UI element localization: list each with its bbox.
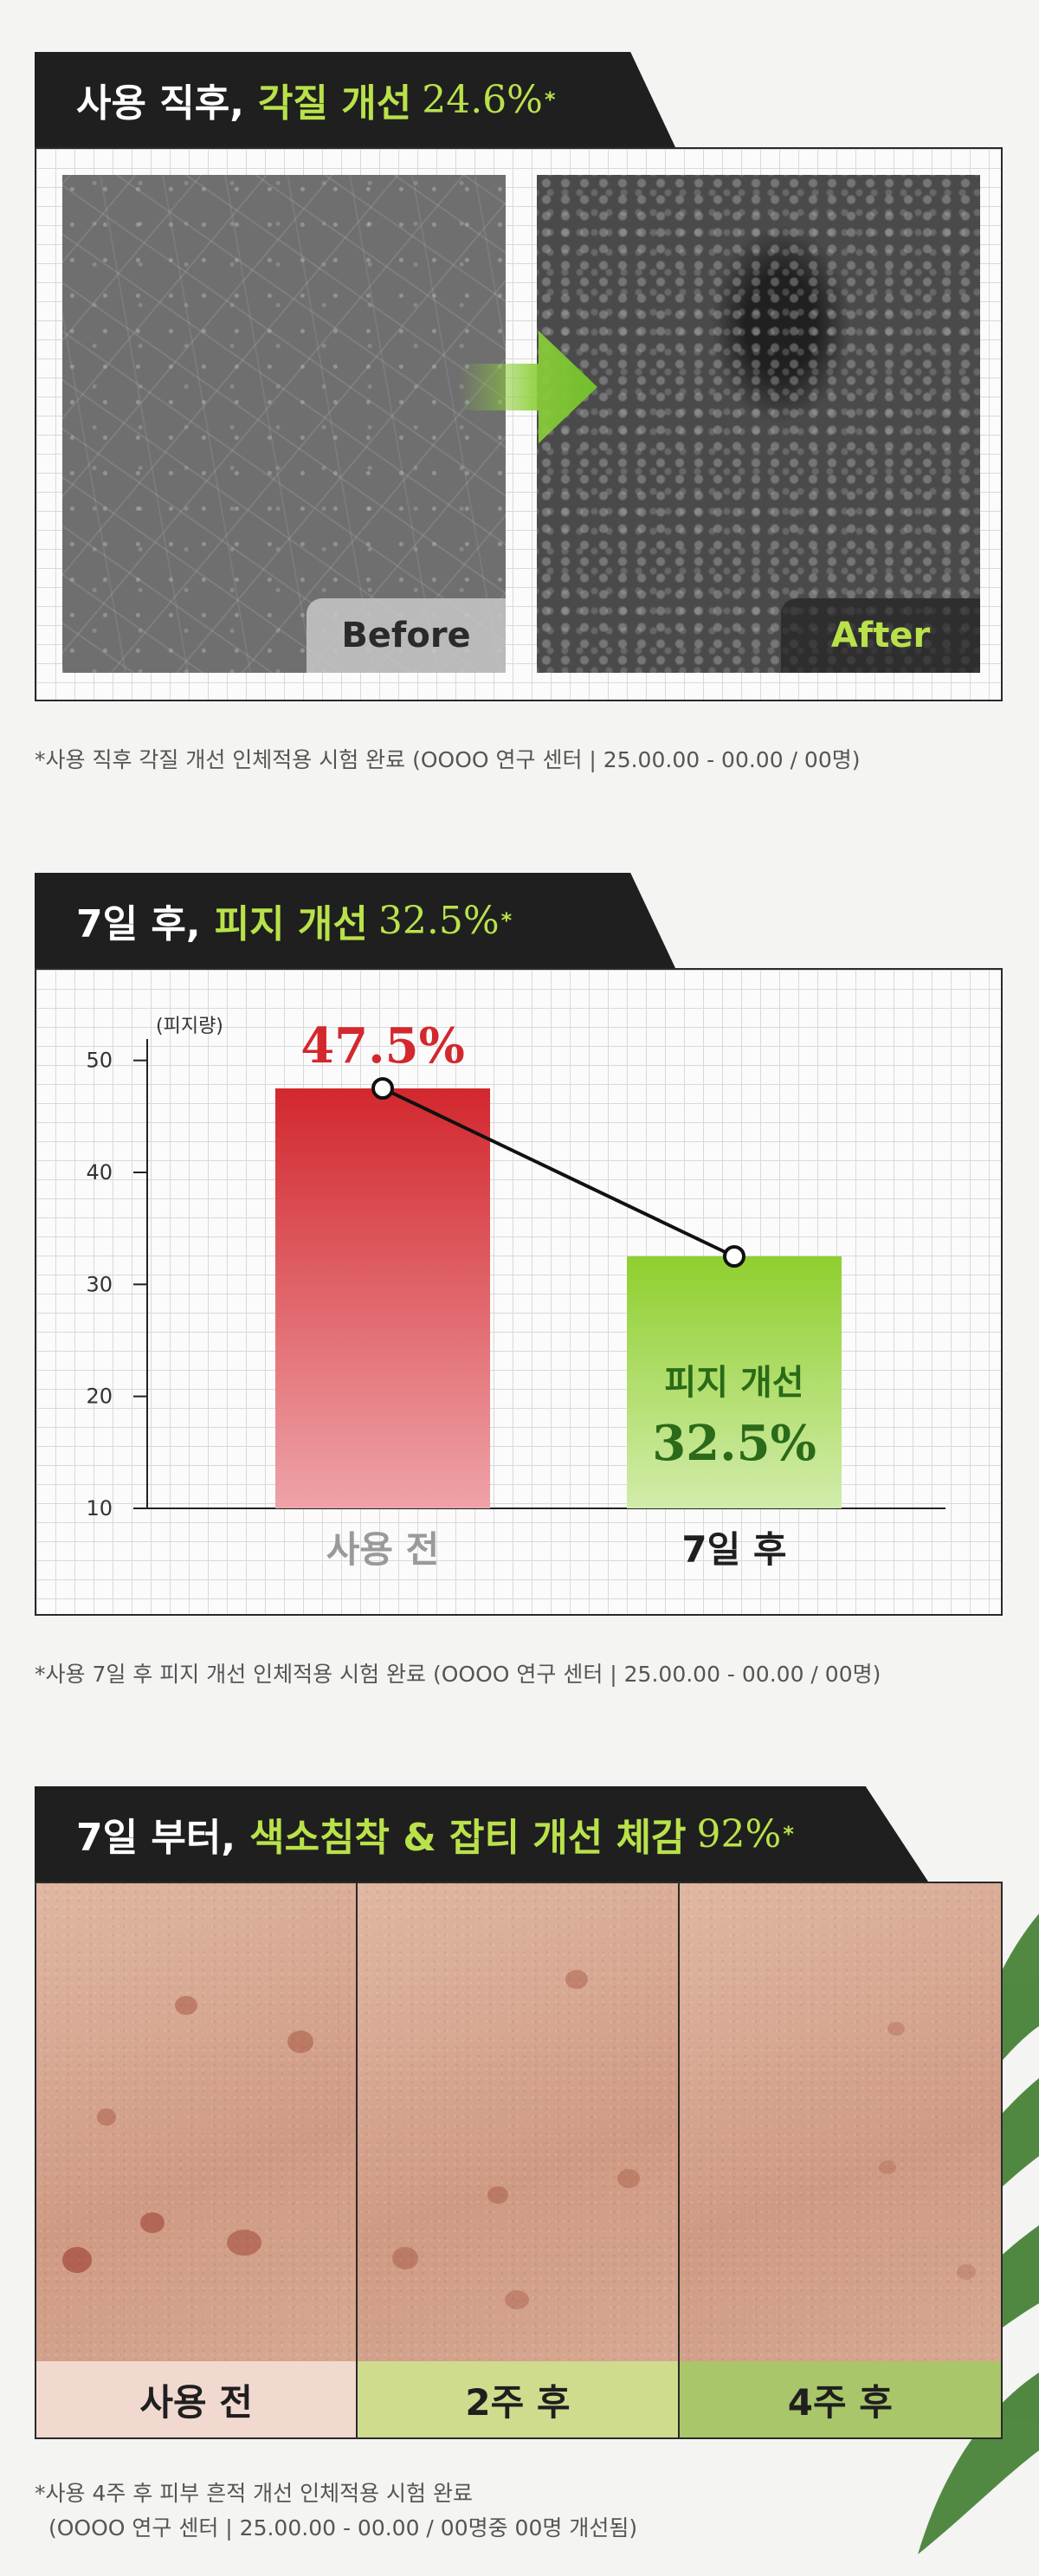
bar-2 xyxy=(627,1256,842,1508)
section1-title-prefix: 사용 직후, xyxy=(76,81,244,126)
section3-title: 7일 부터, 색소침착 & 잡티 개선 체감 92% * xyxy=(35,1786,928,1882)
connector-line xyxy=(382,1087,735,1258)
section3-footnote-line1: *사용 4주 후 피부 흔적 개선 인체적용 시험 완료 xyxy=(35,2481,473,2506)
skin-panel-2weeks: 2주 후 xyxy=(358,1883,680,2437)
section3-title-number: 92% xyxy=(696,1811,782,1856)
skin-photo-before xyxy=(36,1883,357,2361)
section1-asterisk: * xyxy=(544,87,556,112)
data-point-1 xyxy=(371,1077,394,1100)
skin-panel-4weeks: 4주 후 xyxy=(679,1883,1001,2437)
skin-label-2weeks: 2주 후 xyxy=(358,2361,678,2437)
arrow-right-icon xyxy=(459,331,597,443)
skin-comparison-frame: 사용 전 2주 후 4주 후 xyxy=(35,1882,1003,2439)
section2-footnote: *사용 7일 후 피지 개선 인체적용 시험 완료 (OOOO 연구 센터 | … xyxy=(35,1662,881,1687)
skin-label-before: 사용 전 xyxy=(36,2361,357,2437)
skin-photo-2weeks xyxy=(358,1883,678,2361)
section2-title: 7일 후, 피지 개선 32.5% * xyxy=(35,873,675,968)
bar2-caption: 피지 개선 xyxy=(664,1363,803,1403)
section1-title-number: 24.6% xyxy=(422,77,543,122)
section2-title-prefix: 7일 후, xyxy=(76,902,201,946)
data-point-2 xyxy=(723,1245,745,1268)
data-label-2: 32.5% xyxy=(652,1415,816,1472)
section3-footnote-line2: (OOOO 연구 센터 | 25.00.00 - 00.00 / 00명중 00… xyxy=(48,2515,638,2540)
skin-panel-before: 사용 전 xyxy=(36,1883,358,2437)
section2-title-highlight: 피지 개선 xyxy=(214,902,368,946)
y-tick-label: 30 xyxy=(86,1272,113,1296)
x-category-label: 사용 전 xyxy=(326,1528,440,1571)
before-label: Before xyxy=(307,598,506,673)
y-tick-label: 20 xyxy=(86,1385,113,1409)
before-micro-image: Before xyxy=(62,175,506,673)
y-axis-label: (피지량) xyxy=(156,1016,223,1037)
after-label: After xyxy=(781,598,980,673)
after-micro-image: After xyxy=(537,175,980,673)
section3-title-prefix: 7일 부터, xyxy=(76,1816,236,1860)
section3-title-highlight: 색소침착 & 잡티 개선 체감 xyxy=(249,1816,687,1860)
sebum-bar-chart: (피지량) 10 20 30 40 50 사용 전 7일 후 47.5% 피지 개선 32.5% xyxy=(86,1016,945,1571)
skin-photo-4weeks xyxy=(679,1883,1001,2361)
section1-title-highlight: 각질 개선 xyxy=(257,81,412,126)
y-tick-label: 10 xyxy=(86,1496,113,1520)
sebum-chart-frame: (피지량) 10 20 30 40 50 사용 전 7일 후 47.5% 피지 개선 32.5% xyxy=(35,968,1003,1616)
data-label-1: 47.5% xyxy=(300,1017,465,1075)
section2-title-number: 32.5% xyxy=(378,898,500,943)
section1-footnote: *사용 직후 각질 개선 인체적용 시험 완료 (OOOO 연구 센터 | 25… xyxy=(35,747,861,772)
section3-asterisk: * xyxy=(783,1822,794,1846)
x-category-label: 7일 후 xyxy=(681,1528,786,1571)
before-after-frame: Before After xyxy=(35,147,1003,701)
skin-label-4weeks: 4주 후 xyxy=(679,2361,1001,2437)
y-tick-label: 50 xyxy=(86,1049,113,1073)
section2-asterisk: * xyxy=(500,908,513,933)
y-tick-label: 40 xyxy=(86,1160,113,1185)
section1-title: 사용 직후, 각질 개선 24.6% * xyxy=(35,52,675,147)
bar-1 xyxy=(275,1088,490,1508)
